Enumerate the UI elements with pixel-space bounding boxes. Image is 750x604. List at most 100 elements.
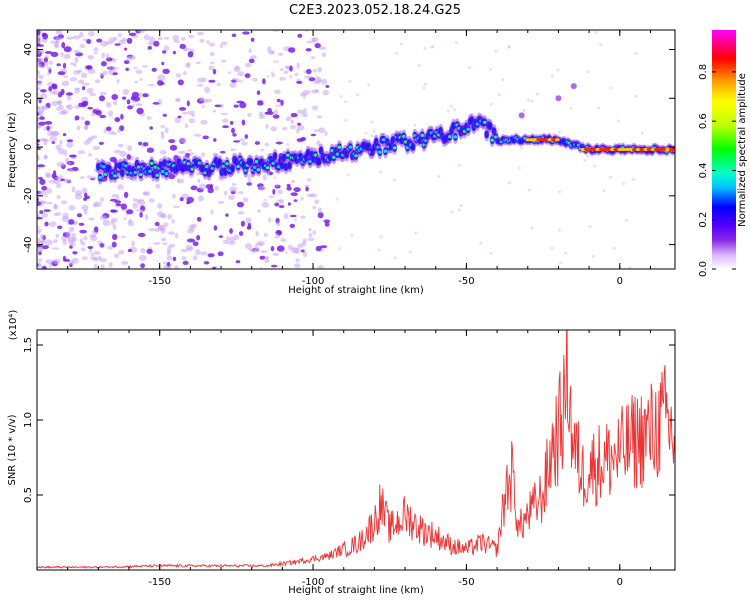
noise-spot — [219, 44, 223, 49]
noise-spot — [179, 43, 186, 50]
noise-spot — [142, 142, 149, 147]
colorbar-tick-label: 0.0 — [698, 261, 709, 277]
noise-spot — [134, 80, 139, 84]
y-tick-label: -20 — [23, 188, 34, 204]
noise-spot — [71, 257, 79, 264]
noise-spot — [273, 176, 277, 180]
noise-spot — [593, 164, 597, 168]
noise-spot — [317, 265, 321, 269]
noise-spot — [284, 65, 289, 69]
noise-spot — [39, 93, 48, 100]
noise-spot — [161, 61, 165, 66]
noise-spot — [408, 250, 412, 254]
noise-spot — [41, 265, 47, 269]
noise-spot — [289, 124, 297, 130]
noise-spot — [186, 100, 190, 107]
y-tick-label: 1.5 — [23, 337, 34, 353]
noise-spot — [101, 52, 105, 59]
noise-spot — [591, 254, 595, 258]
noise-spot — [203, 261, 210, 265]
noise-spot — [556, 68, 560, 72]
noise-spot — [86, 87, 94, 94]
ridge-core — [484, 130, 489, 139]
noise-spot — [350, 233, 354, 237]
noise-spot — [467, 66, 471, 69]
noise-spot — [270, 126, 278, 132]
noise-spot — [186, 201, 191, 205]
noise-spot — [63, 178, 72, 184]
noise-spot — [163, 222, 169, 227]
noise-spot — [41, 105, 49, 110]
noise-spot — [308, 146, 316, 151]
noise-spot — [268, 217, 272, 223]
noise-spot — [40, 238, 46, 245]
noise-spot — [44, 139, 49, 143]
noise-spot — [172, 205, 181, 208]
noise-spot — [347, 173, 350, 177]
noise-spot — [557, 228, 561, 232]
noise-spot — [300, 196, 304, 201]
noise-spot — [632, 178, 635, 181]
noise-spot — [520, 146, 524, 150]
noise-spot — [131, 240, 135, 247]
noise-spot — [109, 156, 117, 163]
noise-spot — [453, 108, 457, 112]
ridge-peak — [453, 135, 458, 139]
noise-spot — [312, 230, 317, 235]
noise-spot — [172, 193, 176, 199]
noise-spot — [140, 247, 146, 254]
noise-spot — [168, 231, 175, 235]
noise-spot — [530, 99, 534, 103]
noise-spot — [197, 77, 204, 83]
noise-spot — [44, 221, 49, 227]
noise-spot — [114, 253, 120, 259]
ridge-hot-spot — [639, 147, 645, 152]
colorbar-label: Normalized spectral amplitude — [737, 73, 748, 227]
noise-spot — [161, 213, 167, 218]
noise-spot — [303, 75, 307, 79]
y-tick-label: 0 — [23, 144, 34, 150]
noise-spot — [125, 67, 129, 72]
noise-spot — [147, 46, 152, 50]
noise-spot — [174, 265, 179, 269]
noise-spot — [640, 131, 644, 135]
noise-spot — [290, 119, 294, 124]
noise-spot — [297, 243, 304, 249]
noise-spot — [209, 51, 215, 57]
noise-spot — [37, 244, 43, 248]
noise-spot — [305, 30, 308, 33]
noise-spot — [99, 258, 107, 263]
ridge-peak — [381, 138, 386, 142]
ridge-hot-spot — [602, 147, 608, 152]
noise-spot — [45, 172, 51, 178]
noise-spot — [196, 31, 204, 36]
noise-spot — [569, 106, 573, 110]
ridge-peak — [155, 173, 159, 177]
ridge-core — [318, 146, 324, 155]
noise-spot — [609, 86, 613, 90]
noise-spot — [81, 187, 88, 193]
spectrogram-heatmap — [37, 30, 675, 269]
noise-spot — [127, 105, 133, 110]
noise-spot — [137, 30, 146, 33]
ridge-peak — [420, 133, 425, 137]
noise-spot — [138, 141, 143, 146]
noise-spot — [151, 67, 157, 72]
noise-spot — [76, 69, 83, 73]
noise-spot — [262, 78, 266, 85]
noise-spot — [259, 255, 266, 260]
noise-spot — [37, 225, 40, 229]
noise-spot — [79, 229, 87, 234]
noise-spot — [185, 152, 190, 158]
ridge-hot-spot — [672, 147, 675, 152]
noise-spot — [37, 70, 40, 76]
ridge-hot-spot — [632, 147, 637, 152]
noise-spot — [306, 40, 313, 44]
noise-spot — [304, 184, 310, 187]
noise-spot — [489, 102, 493, 106]
ridge-peak — [335, 152, 340, 156]
isolated-spot — [570, 83, 577, 90]
noise-spot — [218, 235, 223, 238]
y-tick-label: 40 — [23, 43, 34, 56]
noise-spot — [37, 143, 40, 146]
